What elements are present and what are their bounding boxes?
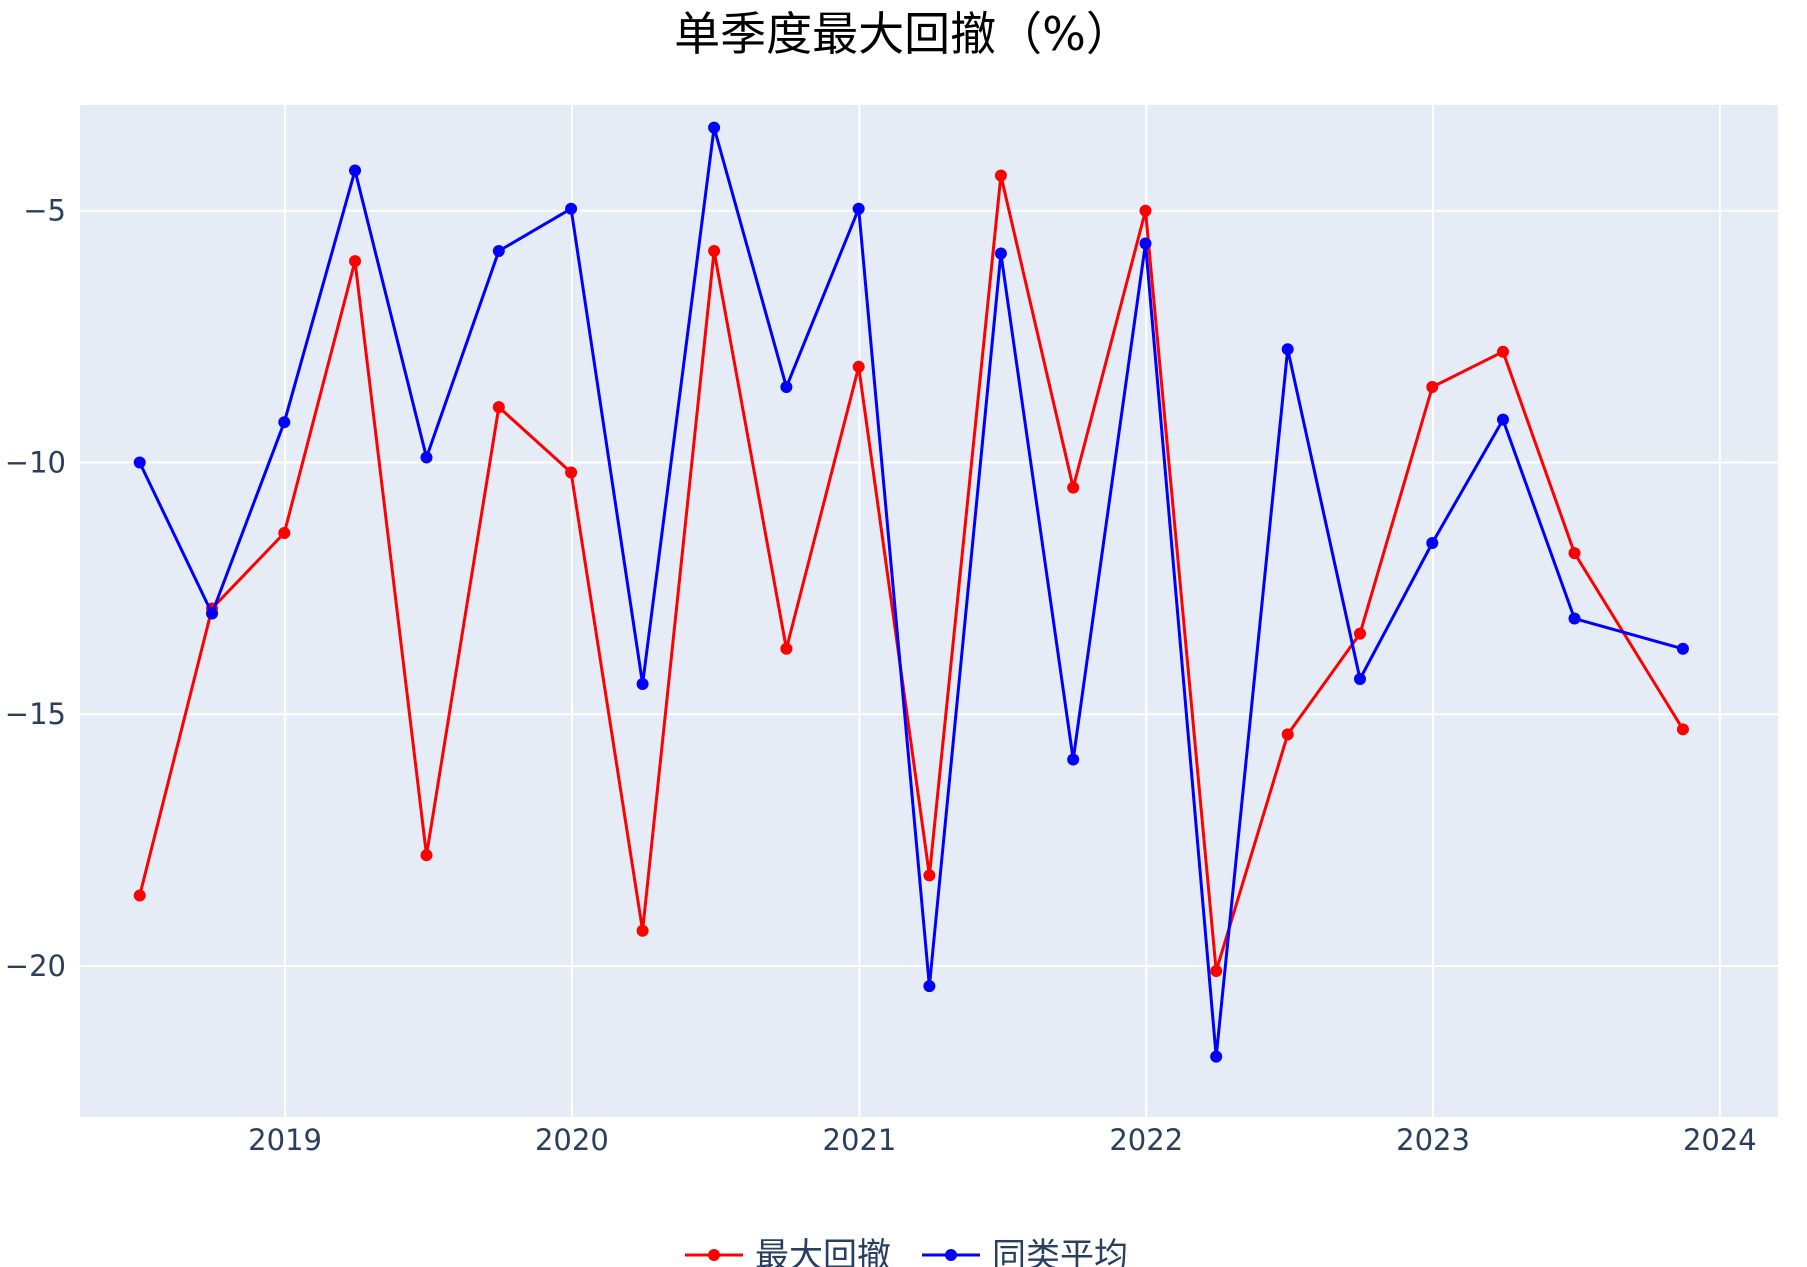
series-1 bbox=[133, 169, 1689, 977]
x-tick-label: 2023 bbox=[1396, 1123, 1470, 1157]
data-point bbox=[1353, 627, 1366, 640]
y-tick-label: −10 bbox=[5, 445, 66, 479]
data-point bbox=[133, 456, 146, 469]
x-tick-label: 2020 bbox=[535, 1123, 609, 1157]
data-point bbox=[1426, 537, 1439, 550]
x-tick-label: 2024 bbox=[1683, 1123, 1757, 1157]
y-tick-label: −5 bbox=[23, 194, 66, 228]
legend-item-1[interactable]: 最大回撤 bbox=[685, 1236, 891, 1267]
y-axis-ticks: −5 −10 −15 −20 bbox=[5, 194, 66, 983]
data-point bbox=[852, 360, 865, 373]
series-line bbox=[138, 174, 1685, 973]
data-point bbox=[565, 202, 578, 215]
x-tick-label: 2021 bbox=[823, 1123, 897, 1157]
data-point bbox=[1496, 345, 1509, 358]
data-point bbox=[1281, 728, 1294, 741]
data-point bbox=[133, 889, 146, 902]
series-line bbox=[138, 126, 1684, 1059]
data-point bbox=[994, 247, 1007, 260]
data-point bbox=[852, 202, 865, 215]
x-axis-ticks: 2019 2020 2021 2022 2023 2024 bbox=[248, 1123, 1757, 1157]
data-point bbox=[1210, 1050, 1223, 1063]
data-point bbox=[708, 121, 721, 134]
data-point bbox=[708, 245, 721, 258]
x-tick-label: 2019 bbox=[248, 1123, 322, 1157]
legend-marker bbox=[708, 1249, 720, 1261]
data-point bbox=[1353, 672, 1366, 685]
y-tick-label: −20 bbox=[5, 949, 66, 983]
plot-area bbox=[80, 105, 1778, 1117]
data-point bbox=[492, 245, 505, 258]
data-point bbox=[278, 526, 291, 539]
data-point bbox=[278, 416, 291, 429]
data-point bbox=[1067, 753, 1080, 766]
data-point bbox=[420, 849, 433, 862]
data-point bbox=[1067, 481, 1080, 494]
data-point bbox=[492, 401, 505, 414]
data-point bbox=[780, 380, 793, 393]
data-point bbox=[1676, 642, 1689, 655]
legend-item-2[interactable]: 同类平均 bbox=[922, 1236, 1128, 1267]
legend-label: 同类平均 bbox=[992, 1236, 1128, 1267]
data-point bbox=[923, 980, 936, 993]
data-point bbox=[1496, 413, 1509, 426]
data-point bbox=[1281, 343, 1294, 356]
data-point bbox=[994, 169, 1007, 182]
data-point bbox=[636, 924, 649, 937]
legend: 最大回撤 同类平均 bbox=[685, 1236, 1128, 1267]
data-point bbox=[1426, 380, 1439, 393]
data-point bbox=[1568, 547, 1581, 560]
data-point bbox=[1139, 237, 1152, 250]
x-gridlines bbox=[284, 105, 1721, 1117]
data-point bbox=[1139, 204, 1152, 217]
data-point bbox=[565, 466, 578, 479]
data-point bbox=[1676, 723, 1689, 736]
data-point bbox=[349, 255, 362, 268]
legend-label: 最大回撤 bbox=[755, 1236, 891, 1267]
data-point bbox=[923, 869, 936, 882]
data-point bbox=[1210, 964, 1223, 977]
x-tick-label: 2022 bbox=[1109, 1123, 1183, 1157]
y-tick-label: −15 bbox=[5, 697, 66, 731]
data-point bbox=[420, 451, 433, 464]
data-point bbox=[636, 678, 649, 691]
chart-title: 单季度最大回撤（%） bbox=[674, 7, 1132, 61]
legend-marker bbox=[945, 1249, 957, 1261]
series-layer bbox=[133, 121, 1689, 1063]
data-point bbox=[1568, 612, 1581, 625]
data-point bbox=[349, 164, 362, 177]
series-2 bbox=[133, 121, 1689, 1063]
data-point bbox=[780, 642, 793, 655]
data-point bbox=[206, 607, 219, 620]
